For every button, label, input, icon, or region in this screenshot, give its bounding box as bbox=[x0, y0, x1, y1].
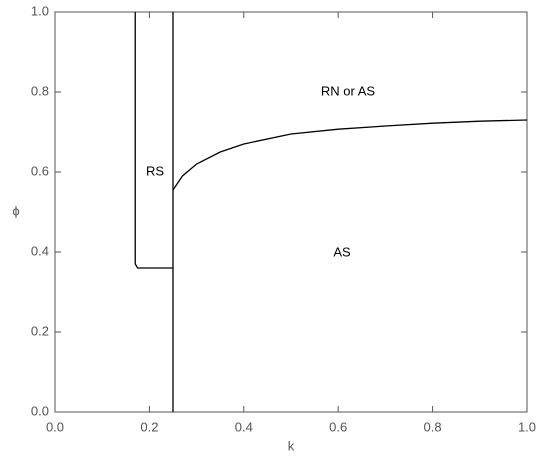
y-tick-label: 0.4 bbox=[31, 243, 49, 258]
plot-frame bbox=[54, 11, 528, 413]
x-tick-label: 0.4 bbox=[235, 419, 253, 434]
region-label: RN or AS bbox=[321, 83, 376, 98]
x-tick-label: 0.2 bbox=[140, 419, 158, 434]
y-tick-label: 0.2 bbox=[31, 323, 49, 338]
x-tick-label: 0.6 bbox=[329, 419, 347, 434]
region-label: RS bbox=[146, 163, 164, 178]
y-tick-label: 0.6 bbox=[31, 163, 49, 178]
x-tick-label: 0.8 bbox=[424, 419, 442, 434]
boundary-curve bbox=[134, 12, 173, 269]
x-tick-label: 1.0 bbox=[518, 419, 536, 434]
y-tick-label: 0.0 bbox=[31, 403, 49, 418]
x-tick-label: 0.0 bbox=[46, 419, 64, 434]
y-tick-label: 1.0 bbox=[31, 3, 49, 18]
y-tick-label: 0.8 bbox=[31, 83, 49, 98]
x-axis-label: k bbox=[288, 438, 295, 453]
region-label: AS bbox=[333, 244, 351, 259]
y-axis-label: ϕ bbox=[12, 203, 19, 218]
boundary-curve bbox=[172, 119, 528, 191]
